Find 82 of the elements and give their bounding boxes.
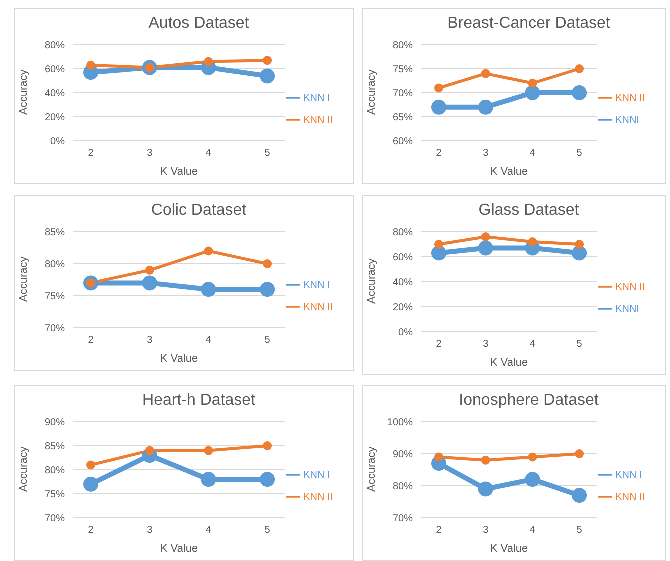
y-tick-label: 0% <box>50 136 66 148</box>
y-tick-label: 75% <box>392 64 414 76</box>
y-axis-title: Accuracy <box>18 256 30 302</box>
x-tick-label: 2 <box>88 148 94 160</box>
x-tick-label: 2 <box>88 525 94 536</box>
y-axis-title: Accuracy <box>18 69 30 115</box>
y-axis-title: Accuracy <box>366 69 378 115</box>
y-tick-label: 100% <box>387 418 414 429</box>
chart-title: Autos Dataset <box>148 15 250 34</box>
x-tick-label: 5 <box>264 335 271 346</box>
y-axis-title: Accuracy <box>366 446 378 492</box>
y-tick-label: 90% <box>392 450 414 461</box>
x-tick-label: 2 <box>436 339 442 350</box>
x-tick-label: 5 <box>264 148 271 160</box>
y-tick-label: 80% <box>44 40 66 52</box>
x-tick-label: 4 <box>206 525 212 536</box>
x-tick-label: 3 <box>483 148 490 160</box>
y-tick-label: 60% <box>392 252 414 264</box>
legend-label: KNNI <box>616 115 640 126</box>
x-axis-title: K Value <box>160 166 198 178</box>
x-tick-label: 2 <box>436 148 442 160</box>
y-tick-label: 90% <box>44 418 66 429</box>
legend-label: KNN II <box>304 115 333 126</box>
legend-label: KNN II <box>616 282 645 293</box>
chart-title: Colic Dataset <box>150 202 248 221</box>
y-tick-label: 20% <box>44 112 66 124</box>
legend-label: KNN II <box>616 93 645 104</box>
x-tick-label: 3 <box>147 335 154 346</box>
chart-title: Glass Dataset <box>478 202 580 221</box>
chart-title: Heart-h Dataset <box>142 392 256 411</box>
y-tick-label: 40% <box>392 278 414 289</box>
legend-label: KNN II <box>304 302 333 313</box>
x-tick-label: 5 <box>576 525 583 536</box>
x-tick-label: 3 <box>147 525 154 536</box>
y-tick-label: 40% <box>44 88 66 100</box>
y-tick-label: 70% <box>392 514 414 525</box>
x-tick-label: 2 <box>88 335 94 346</box>
x-tick-label: 3 <box>147 148 154 160</box>
y-tick-label: 80% <box>392 482 414 493</box>
y-tick-label: 65% <box>392 112 414 124</box>
y-axis-title: Accuracy <box>18 446 30 492</box>
y-tick-label: 70% <box>392 88 414 100</box>
y-tick-label: 75% <box>44 292 66 303</box>
y-tick-label: 80% <box>392 40 414 52</box>
x-tick-label: 2 <box>436 525 442 536</box>
x-axis-title: K Value <box>160 353 198 365</box>
legend-label: KNN II <box>616 492 645 503</box>
x-tick-label: 4 <box>206 148 212 160</box>
y-tick-label: 75% <box>44 490 66 501</box>
y-tick-label: 80% <box>44 260 66 271</box>
legend-label: KNN I <box>304 93 330 104</box>
legend-label: KNN I <box>304 470 330 481</box>
x-tick-label: 3 <box>483 339 490 350</box>
legend-label: KNNI <box>616 304 640 315</box>
x-axis-title: K Value <box>490 166 528 178</box>
y-tick-label: 85% <box>44 442 66 453</box>
y-tick-label: 60% <box>392 136 414 148</box>
y-axis-title: Accuracy <box>366 258 378 304</box>
x-tick-label: 5 <box>264 525 271 536</box>
x-tick-label: 4 <box>530 525 536 536</box>
chart-title: Ionosphere Dataset <box>458 392 600 411</box>
x-tick-label: 3 <box>483 525 490 536</box>
y-tick-label: 85% <box>44 228 66 239</box>
y-tick-label: 20% <box>392 302 414 314</box>
x-tick-label: 5 <box>576 339 583 350</box>
legend-label: KNN I <box>304 280 330 291</box>
y-tick-label: 80% <box>44 466 66 477</box>
legend-label: KNN II <box>304 492 333 503</box>
y-tick-label: 0% <box>398 328 414 339</box>
y-tick-label: 70% <box>44 514 66 525</box>
x-tick-label: 4 <box>206 335 212 346</box>
x-axis-title: K Value <box>490 543 528 555</box>
x-tick-label: 5 <box>576 148 583 160</box>
x-axis-title: K Value <box>160 543 198 555</box>
x-tick-label: 4 <box>530 339 536 350</box>
chart-title: Breast-Cancer Dataset <box>446 15 612 34</box>
x-axis-title: K Value <box>490 357 528 369</box>
y-tick-label: 80% <box>392 228 414 239</box>
legend-label: KNN I <box>616 470 642 481</box>
y-tick-label: 60% <box>44 64 66 76</box>
x-tick-label: 4 <box>530 148 536 160</box>
y-tick-label: 70% <box>44 324 66 335</box>
